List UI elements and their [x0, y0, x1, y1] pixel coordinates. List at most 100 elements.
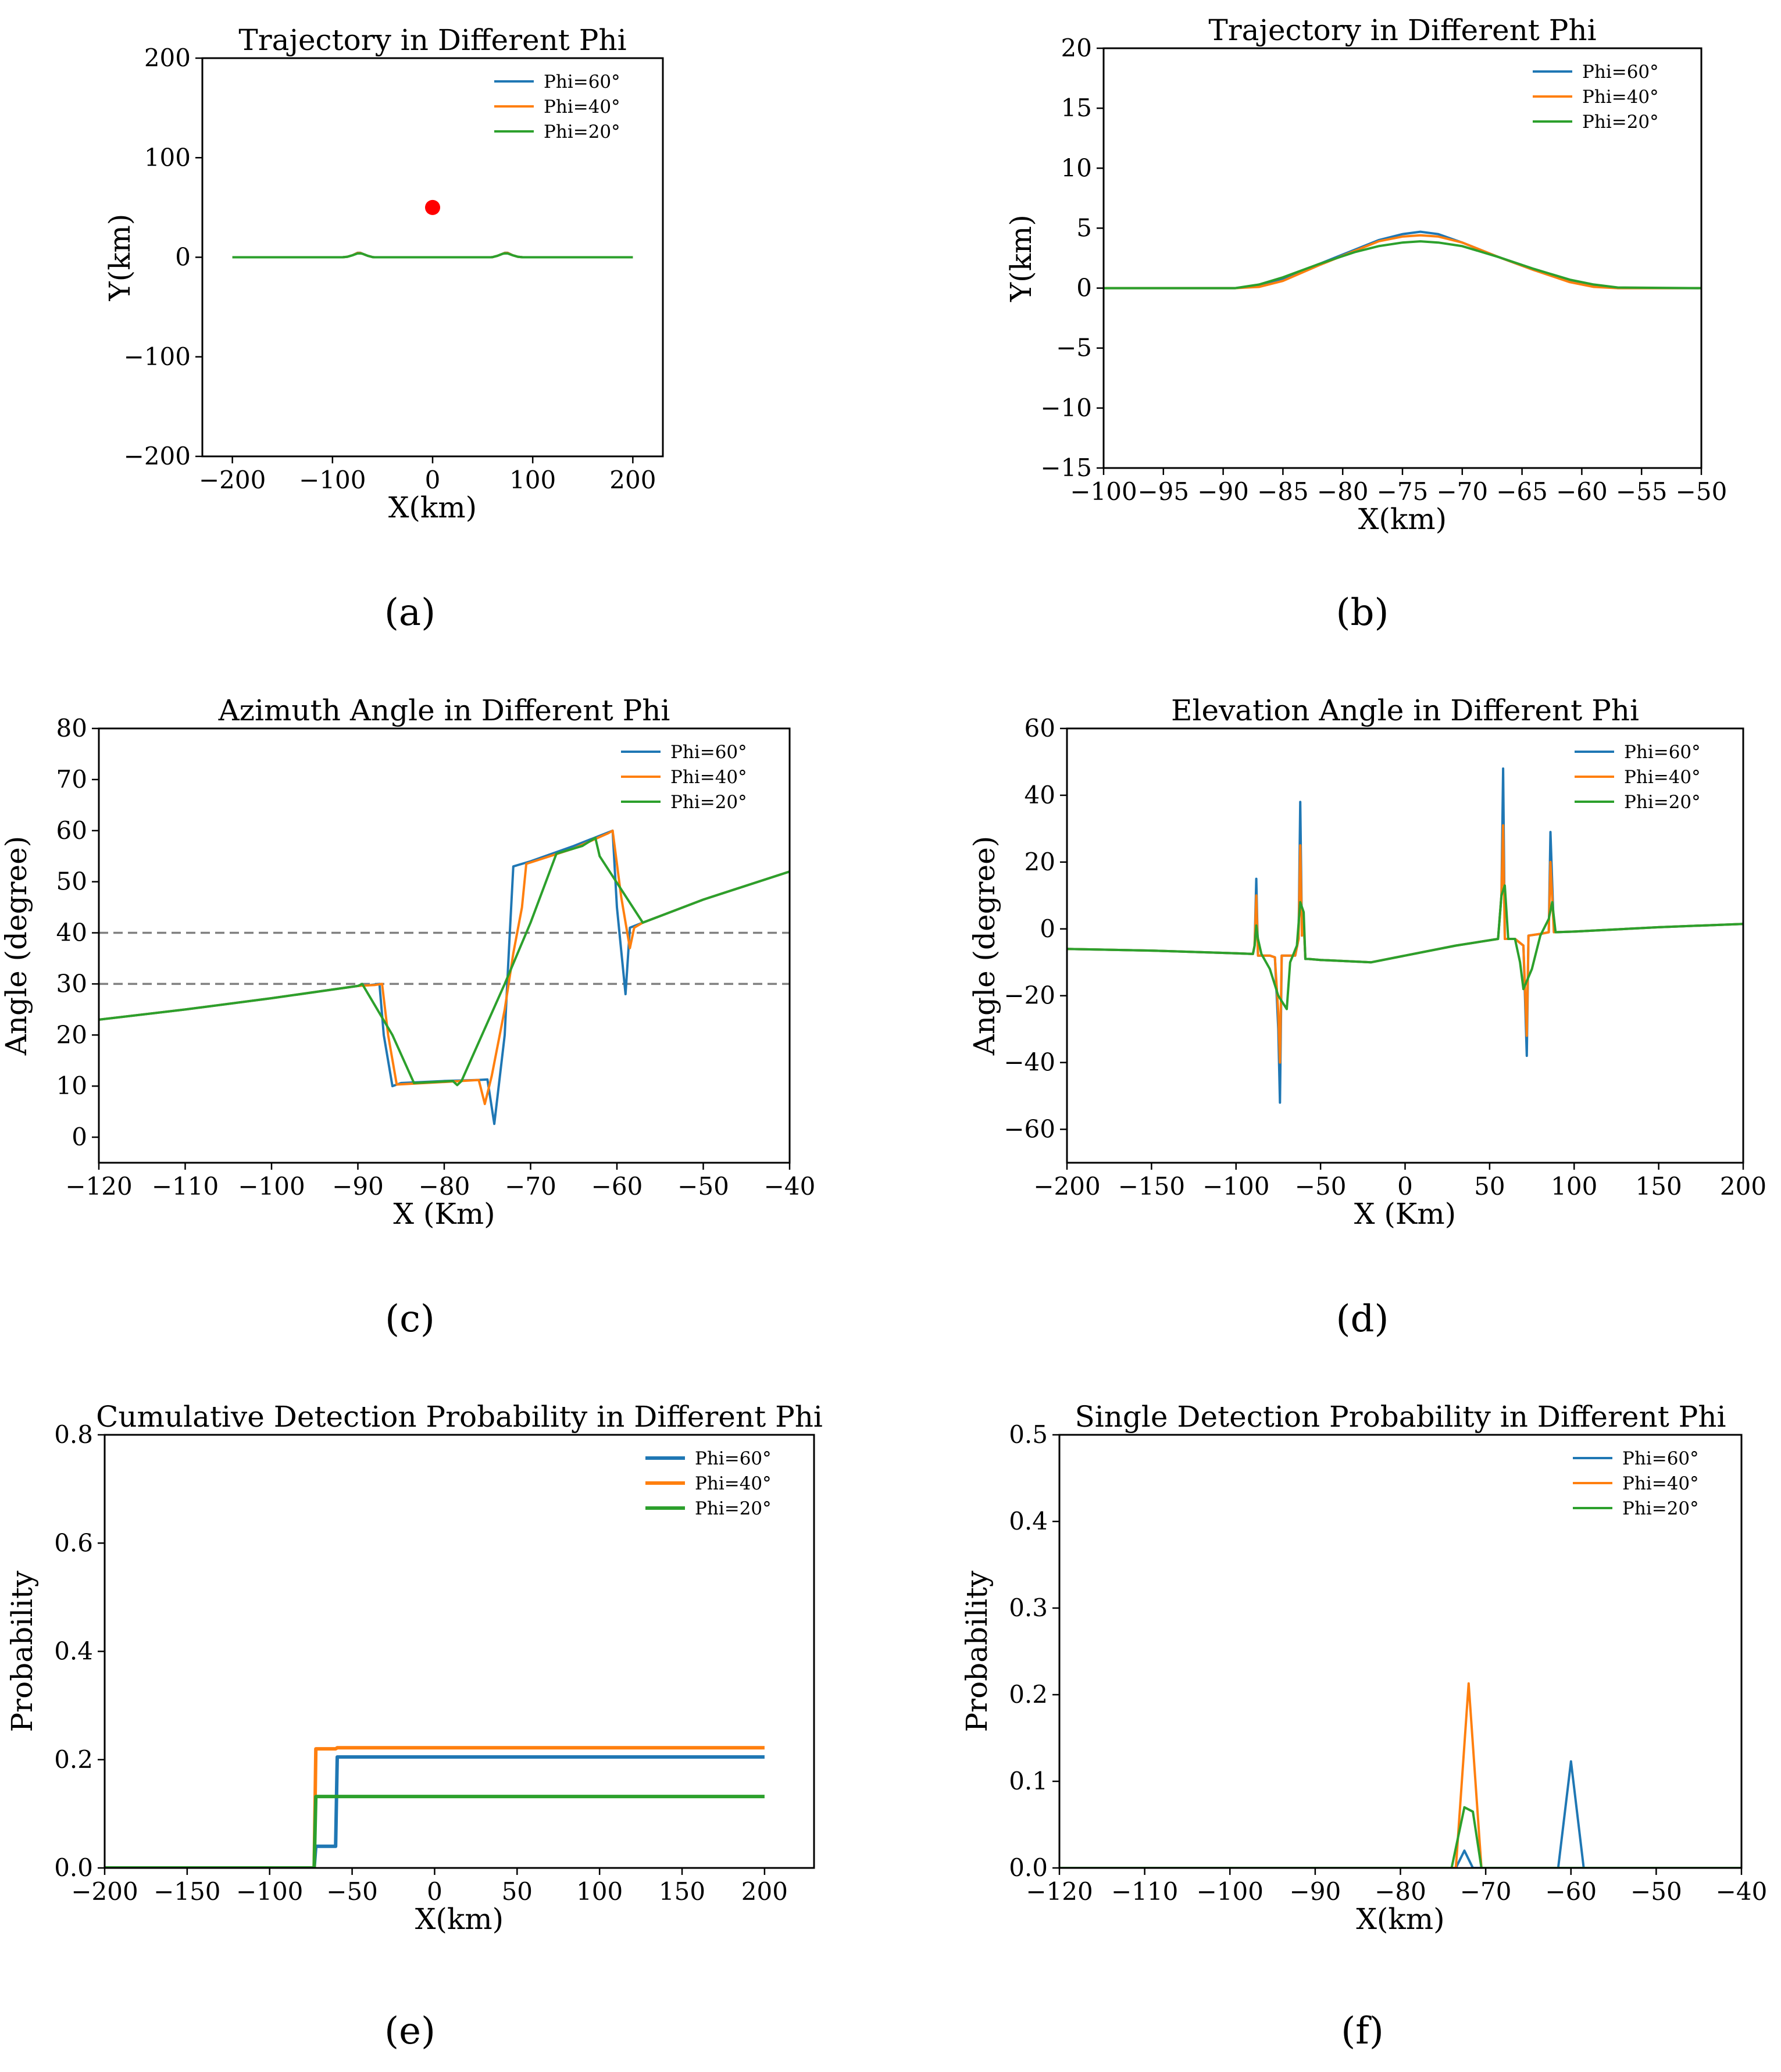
x-tick-label: −80 — [1317, 477, 1369, 506]
x-tick-label: −100 — [236, 1877, 303, 1906]
x-tick-label: −60 — [591, 1172, 643, 1201]
y-tick-label: −5 — [1056, 334, 1092, 362]
x-tick-label: 100 — [576, 1877, 623, 1906]
x-tick-label: 0 — [1397, 1172, 1413, 1201]
x-tick-label: −70 — [505, 1172, 556, 1201]
chart-title: Trajectory in Different Phi — [238, 23, 626, 57]
legend-label: Phi=40° — [670, 767, 747, 788]
x-tick-label: −120 — [1026, 1877, 1093, 1906]
x-tick-label: −60 — [1545, 1877, 1597, 1906]
x-tick-label: −40 — [764, 1172, 816, 1201]
y-tick-label: 20 — [1061, 34, 1092, 62]
panel-caption-d: (d) — [1336, 1298, 1389, 1341]
x-tick-label: −50 — [677, 1172, 729, 1201]
series-line-phi40 — [1104, 234, 1701, 290]
y-tick-label: −60 — [1004, 1115, 1055, 1144]
series-line-phi60 — [99, 829, 790, 1126]
panel-caption-a: (a) — [384, 591, 436, 634]
panel-caption-f: (f) — [1341, 2010, 1384, 2053]
series-line-phi20 — [1067, 884, 1743, 1010]
series-line-phi40 — [1059, 1682, 1741, 1868]
series-line-phi60 — [1067, 767, 1743, 1104]
x-tick-label: −100 — [1202, 1172, 1269, 1201]
x-tick-label: −50 — [1295, 1172, 1347, 1201]
legend-label: Phi=20° — [544, 122, 620, 142]
series-group — [99, 829, 790, 1126]
legend-label: Phi=60° — [1624, 742, 1701, 763]
x-tick-label: −50 — [1630, 1877, 1682, 1906]
x-axis-label: X(km) — [388, 491, 477, 524]
legend: Phi=60° Phi=40° Phi=20° — [1533, 62, 1659, 133]
legend-label: Phi=40° — [695, 1473, 772, 1494]
x-tick-label: −75 — [1377, 477, 1429, 506]
legend-label: Phi=60° — [695, 1448, 772, 1469]
y-tick-label: 0.3 — [1009, 1594, 1048, 1622]
series-line-phi20 — [1059, 1806, 1741, 1868]
legend-label: Phi=60° — [670, 742, 747, 763]
y-tick-label: 0.0 — [54, 1853, 93, 1882]
legend: Phi=60° Phi=40° Phi=20° — [494, 72, 620, 142]
y-tick-label: 30 — [56, 969, 87, 998]
x-axis-label: X(km) — [1358, 502, 1447, 536]
legend: Phi=60° Phi=40° Phi=20° — [1573, 1448, 1699, 1519]
x-tick-label: 100 — [1551, 1172, 1597, 1201]
x-tick-label: −100 — [299, 466, 366, 494]
y-tick-label: 0.1 — [1009, 1767, 1048, 1795]
y-tick-label: −40 — [1004, 1048, 1055, 1077]
y-tick-label: 15 — [1061, 94, 1092, 122]
y-axis-label: Probability — [960, 1570, 994, 1732]
y-tick-label: 0 — [1076, 274, 1092, 302]
series-line-phi60 — [1059, 1760, 1741, 1868]
y-tick-label: 60 — [56, 816, 87, 845]
legend-label: Phi=20° — [1582, 112, 1659, 133]
y-tick-label: 200 — [144, 44, 191, 72]
x-tick-label: −60 — [1556, 477, 1608, 506]
legend: Phi=60° Phi=40° Phi=20° — [1575, 742, 1701, 813]
y-tick-label: 0.4 — [1009, 1507, 1048, 1535]
x-tick-label: −110 — [1111, 1877, 1178, 1906]
panel-caption-e: (e) — [384, 2010, 436, 2053]
y-tick-label: −20 — [1004, 981, 1055, 1010]
series-line-phi20 — [105, 1795, 765, 1868]
x-axis-label: X (Km) — [393, 1197, 495, 1231]
legend-label: Phi=60° — [1622, 1448, 1699, 1469]
legend-label: Phi=20° — [1622, 1498, 1699, 1519]
series-group — [1067, 767, 1743, 1104]
y-tick-label: 10 — [1061, 153, 1092, 182]
legend-label: Phi=20° — [695, 1498, 772, 1519]
x-tick-label: 150 — [659, 1877, 705, 1906]
chart-title: Single Detection Probability in Differen… — [1075, 1400, 1726, 1434]
x-tick-label: 200 — [1720, 1172, 1766, 1201]
radar-position — [425, 199, 440, 215]
y-tick-label: 40 — [1025, 781, 1055, 809]
x-tick-label: −50 — [1676, 477, 1728, 506]
x-tick-label: −85 — [1257, 477, 1309, 506]
y-tick-label: 5 — [1076, 213, 1092, 242]
chart-title: Azimuth Angle in Different Phi — [218, 694, 670, 727]
x-tick-label: −80 — [1375, 1877, 1426, 1906]
y-tick-label: 10 — [56, 1071, 87, 1100]
x-tick-label: −120 — [65, 1172, 132, 1201]
series-group — [1059, 1682, 1741, 1868]
chart-title: Cumulative Detection Probability in Diff… — [96, 1400, 823, 1434]
legend: Phi=60° Phi=40° Phi=20° — [645, 1448, 772, 1519]
legend-label: Phi=20° — [1624, 792, 1701, 813]
series-group — [105, 1746, 765, 1868]
x-tick-label: −100 — [238, 1172, 305, 1201]
series-line-phi60 — [1104, 230, 1701, 290]
y-tick-label: 20 — [1025, 848, 1055, 876]
x-tick-label: 50 — [502, 1877, 533, 1906]
y-tick-label: 40 — [56, 919, 87, 947]
legend-label: Phi=40° — [1582, 87, 1659, 108]
legend-label: Phi=20° — [670, 792, 747, 813]
y-tick-label: 80 — [56, 714, 87, 742]
x-tick-label: −50 — [326, 1877, 378, 1906]
x-tick-label: −200 — [199, 466, 266, 494]
y-axis-label: Probability — [5, 1570, 39, 1732]
series-line-phi40 — [105, 1746, 765, 1868]
legend-label: Phi=40° — [544, 97, 620, 117]
series-line-phi20 — [1104, 240, 1701, 290]
y-tick-label: 100 — [144, 143, 191, 172]
x-tick-label: 0 — [427, 1877, 442, 1906]
